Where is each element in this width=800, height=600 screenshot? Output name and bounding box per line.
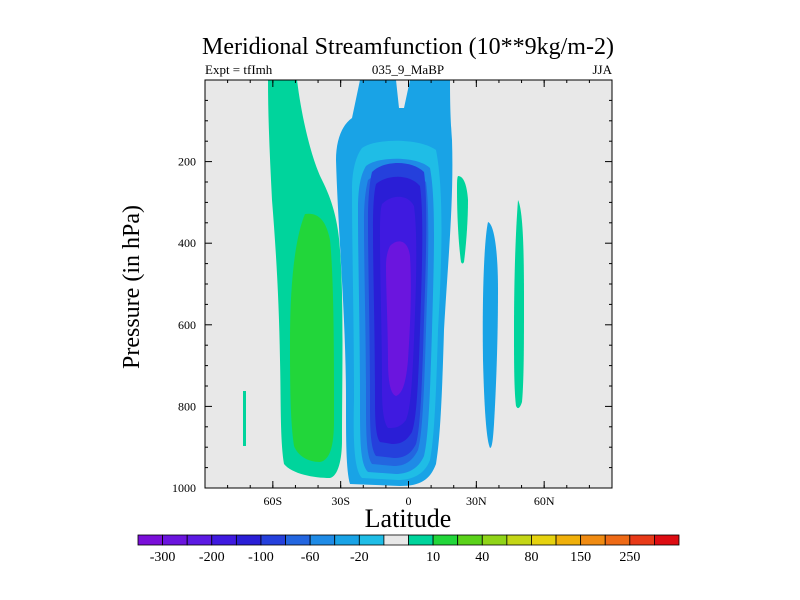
y-tick-label-2: 600 bbox=[178, 318, 196, 332]
colorbar-label-3: -60 bbox=[301, 550, 320, 565]
subtitle-left: Expt = tfImh bbox=[205, 62, 273, 77]
x-tick-label-1: 30S bbox=[331, 494, 350, 508]
subtitle-center: 035_9_MaBP bbox=[372, 62, 444, 77]
y-axis-ticks: 200 400 600 800 1000 bbox=[172, 99, 612, 495]
y-tick-label-0: 200 bbox=[178, 155, 196, 169]
x-tick-label-0: 60S bbox=[263, 494, 282, 508]
colorbar-swatch-8 bbox=[334, 534, 360, 546]
colorbar-swatch-11 bbox=[408, 534, 434, 546]
colorbar-swatch-16 bbox=[531, 534, 557, 546]
northern-positive-feature-1 bbox=[457, 176, 468, 264]
colorbar-swatch-4 bbox=[235, 534, 262, 546]
x-tick-label-2: 0 bbox=[406, 494, 412, 508]
y-tick-label-4: 1000 bbox=[172, 481, 196, 495]
x-tick-label-3: 30N bbox=[466, 494, 487, 508]
northern-positive-feature-2 bbox=[514, 200, 524, 409]
colorbar-label-5: 10 bbox=[426, 550, 440, 565]
colorbar-swatch-14 bbox=[481, 534, 508, 546]
contour-fields bbox=[243, 80, 524, 486]
colorbar-label-6: 40 bbox=[475, 550, 489, 565]
colorbar-swatch-9 bbox=[358, 534, 385, 546]
colorbar-label-1: -200 bbox=[199, 550, 225, 565]
y-tick-label-1: 400 bbox=[178, 236, 196, 250]
colorbar-swatch-12 bbox=[432, 534, 459, 546]
colorbar-label-0: -300 bbox=[150, 550, 176, 565]
colorbar-swatch-17 bbox=[555, 534, 582, 546]
colorbar-swatch-5 bbox=[260, 534, 286, 546]
chart-title: Meridional Streamfunction (10**9kg/m-2) bbox=[202, 34, 614, 60]
southern-cell-core bbox=[290, 213, 334, 462]
colorbar: -300 -200 -100 -60 -20 10 40 80 150 250 bbox=[137, 534, 680, 565]
colorbar-swatch-21 bbox=[654, 534, 680, 546]
colorbar-swatch-13 bbox=[457, 534, 483, 546]
colorbar-swatch-18 bbox=[580, 534, 606, 546]
colorbar-label-4: -20 bbox=[350, 550, 369, 565]
colorbar-swatch-15 bbox=[506, 534, 532, 546]
colorbar-swatch-10 bbox=[383, 534, 409, 546]
southern-thin-line bbox=[243, 391, 246, 446]
colorbar-swatch-6 bbox=[285, 534, 311, 546]
colorbar-swatch-3 bbox=[211, 534, 237, 546]
y-axis-label: Pressure (in hPa) bbox=[119, 205, 145, 369]
subtitle-right: JJA bbox=[592, 62, 612, 77]
colorbar-swatch-1 bbox=[162, 534, 188, 546]
colorbar-label-2: -100 bbox=[248, 550, 274, 565]
colorbar-label-8: 150 bbox=[570, 550, 591, 565]
colorbar-label-7: 80 bbox=[524, 550, 538, 565]
x-axis-ticks: 60S 30S 0 30N 60N bbox=[227, 80, 590, 508]
colorbar-swatch-2 bbox=[186, 534, 213, 546]
x-axis-label: Latitude bbox=[365, 504, 452, 533]
northern-negative-feature-1 bbox=[482, 222, 498, 448]
colorbar-label-9: 250 bbox=[619, 550, 640, 565]
colorbar-swatch-19 bbox=[604, 534, 631, 546]
colorbar-swatch-0 bbox=[137, 534, 163, 546]
colorbar-swatch-20 bbox=[629, 534, 655, 546]
x-tick-label-4: 60N bbox=[534, 494, 555, 508]
colorbar-swatch-7 bbox=[309, 534, 336, 546]
y-tick-label-3: 800 bbox=[178, 399, 196, 413]
axes: 60S 30S 0 30N 60N 200 400 600 800 1000 bbox=[172, 79, 613, 508]
hadley-cell-core bbox=[386, 241, 411, 396]
